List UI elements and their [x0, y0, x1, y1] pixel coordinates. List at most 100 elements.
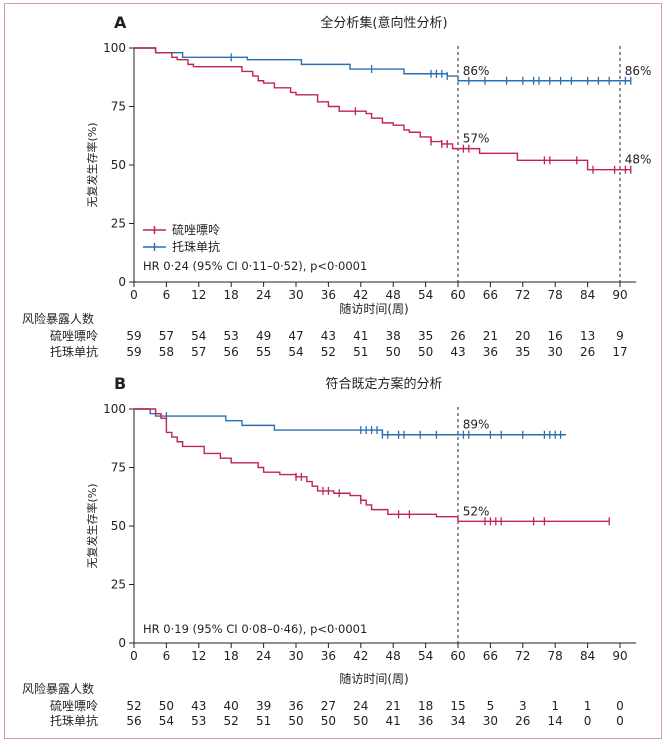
- risk-count-azathioprine: 16: [548, 329, 563, 343]
- panel-a-ylabel: 无复发生存率(%): [85, 122, 99, 207]
- x-tick-label: 18: [224, 649, 239, 663]
- risk-count-azathioprine: 49: [256, 329, 271, 343]
- survival-annotation: 89%: [463, 418, 490, 432]
- survival-annotation: 52%: [463, 504, 490, 518]
- risk-count-azathioprine: 38: [386, 329, 401, 343]
- risk-table-title: 风险暴露人数: [22, 311, 94, 326]
- risk-count-tocilizumab: 14: [548, 714, 563, 728]
- x-tick-label: 30: [288, 649, 303, 663]
- risk-row-label-tocilizumab: 托珠单抗: [50, 713, 98, 728]
- x-tick-label: 90: [612, 649, 627, 663]
- panel-a-legend: 硫唑嘌呤 托珠单抗: [143, 222, 220, 254]
- y-tick-label: 50: [111, 519, 126, 533]
- y-tick-label: 25: [111, 578, 126, 592]
- risk-count-azathioprine: 39: [256, 699, 271, 713]
- risk-count-tocilizumab: 52: [224, 714, 239, 728]
- risk-count-tocilizumab: 50: [321, 714, 336, 728]
- risk-count-tocilizumab: 36: [483, 345, 498, 359]
- y-tick-label: 0: [118, 275, 126, 289]
- y-tick-label: 75: [111, 100, 126, 114]
- risk-count-azathioprine: 18: [418, 699, 433, 713]
- legend-label-tocilizumab: 托珠单抗: [172, 239, 220, 254]
- x-tick-label: 6: [163, 649, 171, 663]
- x-tick-label: 54: [418, 288, 433, 302]
- x-tick-label: 42: [353, 649, 368, 663]
- y-tick-label: 50: [111, 158, 126, 172]
- panel-a-title: 全分析集(意向性分析): [320, 15, 447, 31]
- risk-count-tocilizumab: 0: [616, 714, 624, 728]
- y-tick-label: 100: [103, 41, 126, 55]
- legend-label-azathioprine: 硫唑嘌呤: [172, 222, 220, 237]
- panel-a: A 全分析集(意向性分析) 无复发生存率(%) 随访时间(周) 0 25 50 75 1…: [22, 13, 651, 359]
- risk-count-tocilizumab: 43: [450, 345, 465, 359]
- risk-count-tocilizumab: 30: [548, 345, 563, 359]
- risk-count-azathioprine: 53: [224, 329, 239, 343]
- risk-count-tocilizumab: 56: [126, 714, 141, 728]
- panel-b-stats: HR 0·19 (95% CI 0·08–0·46), p<0·0001: [143, 622, 367, 636]
- risk-count-azathioprine: 1: [584, 699, 592, 713]
- risk-count-azathioprine: 13: [580, 329, 595, 343]
- risk-count-tocilizumab: 57: [191, 345, 206, 359]
- x-tick-label: 78: [548, 288, 563, 302]
- risk-count-azathioprine: 52: [126, 699, 141, 713]
- panel-a-plot-area: 0 25 50 75 100 0 6 12 18 24 30 36 42 48 54 60 66 72 78 84 90…: [103, 41, 651, 302]
- risk-count-azathioprine: 3: [519, 699, 527, 713]
- panel-b: B 符合既定方案的分析 无复发生存率(%) 随访时间(周) 0255075100…: [22, 374, 637, 728]
- x-tick-label: 72: [515, 288, 530, 302]
- x-tick-label: 0: [130, 288, 138, 302]
- panel-b-risk-table: 风险暴露人数 硫唑嘌呤 托珠单抗 52 50 43 40 39 36 27 24 21 18 15 5…: [22, 681, 624, 728]
- risk-count-azathioprine: 50: [159, 699, 174, 713]
- panel-a-xlabel: 随访时间(周): [339, 301, 408, 316]
- x-tick-label: 12: [191, 649, 206, 663]
- x-tick-label: 42: [353, 288, 368, 302]
- risk-count-tocilizumab: 56: [224, 345, 239, 359]
- figure-frame: [4, 3, 662, 739]
- risk-count-tocilizumab: 50: [418, 345, 433, 359]
- risk-count-azathioprine: 27: [321, 699, 336, 713]
- risk-count-tocilizumab: 26: [580, 345, 595, 359]
- x-tick-label: 84: [580, 288, 595, 302]
- risk-count-azathioprine: 9: [616, 329, 624, 343]
- x-tick-label: 18: [224, 288, 239, 302]
- x-tick-label: 0: [130, 649, 138, 663]
- x-tick-label: 66: [483, 649, 498, 663]
- survival-annotation: 86%: [625, 64, 652, 78]
- x-tick-label: 24: [256, 649, 271, 663]
- x-tick-label: 72: [515, 649, 530, 663]
- x-tick-label: 60: [450, 649, 465, 663]
- panel-b-ylabel: 无复发生存率(%): [85, 483, 99, 568]
- x-tick-label: 48: [386, 288, 401, 302]
- risk-count-tocilizumab: 51: [353, 345, 368, 359]
- risk-count-azathioprine: 43: [321, 329, 336, 343]
- survival-annotation: 57%: [463, 132, 490, 146]
- x-tick-label: 60: [450, 288, 465, 302]
- panel-a-risk-table: 风险暴露人数 硫唑嘌呤 托珠单抗 59 57 54 53 49 47 43 41 38 35 26 2…: [22, 311, 628, 359]
- risk-count-azathioprine: 21: [386, 699, 401, 713]
- risk-count-azathioprine: 24: [353, 699, 368, 713]
- risk-count-tocilizumab: 30: [483, 714, 498, 728]
- risk-row-label-tocilizumab: 托珠单抗: [50, 344, 98, 359]
- risk-count-tocilizumab: 55: [256, 345, 271, 359]
- survival-annotation: 86%: [463, 64, 490, 78]
- risk-count-tocilizumab: 50: [353, 714, 368, 728]
- x-tick-label: 12: [191, 288, 206, 302]
- panel-b-title: 符合既定方案的分析: [325, 376, 442, 392]
- panel-a-letter: A: [114, 13, 127, 32]
- km-curve-tocilizumab: [134, 47, 631, 82]
- y-tick-label: 25: [111, 217, 126, 231]
- risk-count-tocilizumab: 35: [515, 345, 530, 359]
- risk-count-azathioprine: 26: [450, 329, 465, 343]
- risk-count-tocilizumab: 0: [584, 714, 592, 728]
- risk-count-azathioprine: 40: [224, 699, 239, 713]
- risk-count-tocilizumab: 51: [256, 714, 271, 728]
- risk-count-azathioprine: 54: [191, 329, 206, 343]
- x-tick-label: 36: [321, 288, 336, 302]
- km-curve-azathioprine: [134, 47, 631, 171]
- risk-count-azathioprine: 35: [418, 329, 433, 343]
- km-curve-tocilizumab: [134, 408, 566, 436]
- risk-count-tocilizumab: 36: [418, 714, 433, 728]
- risk-count-tocilizumab: 54: [159, 714, 174, 728]
- y-tick-label: 100: [103, 402, 126, 416]
- risk-count-azathioprine: 0: [616, 699, 624, 713]
